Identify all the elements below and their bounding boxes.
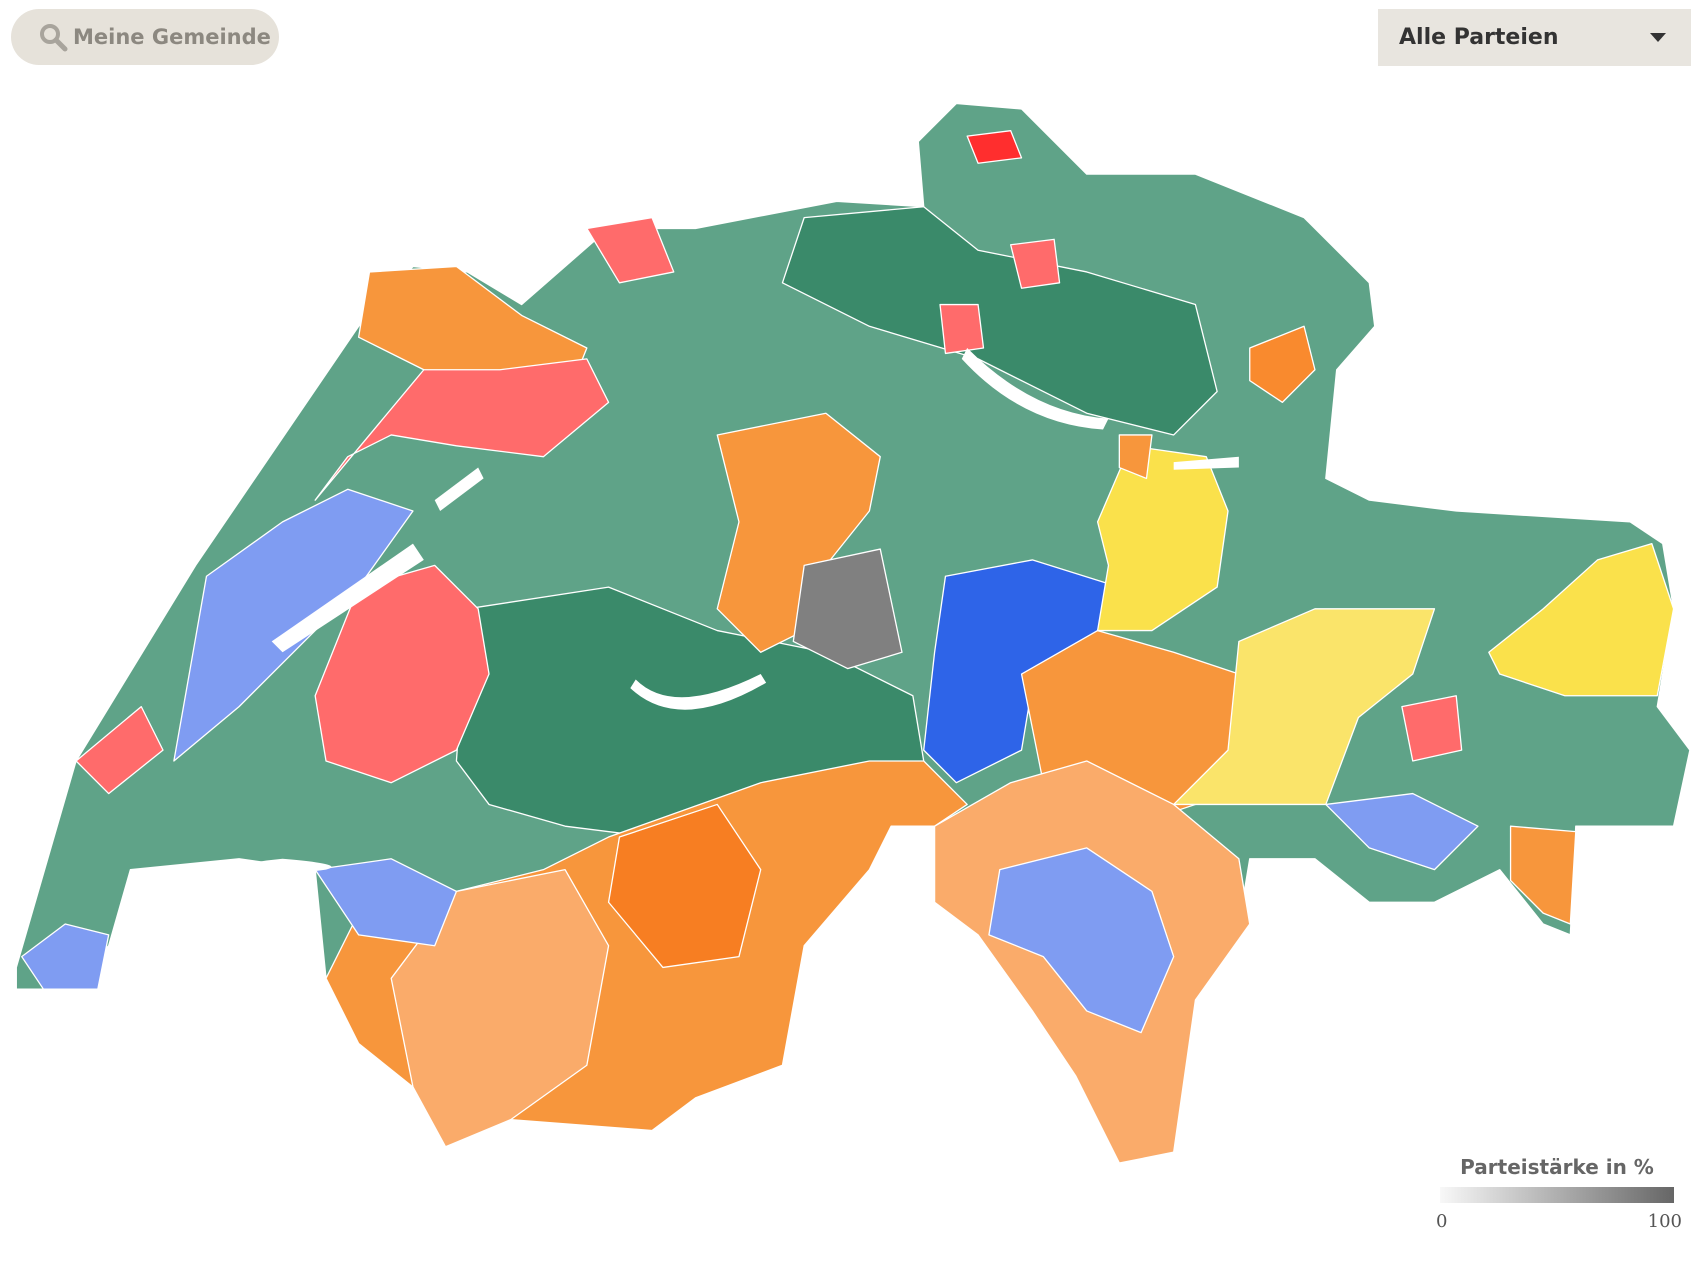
region (781, 206, 1218, 436)
dropdown-arrow (1650, 32, 1666, 42)
party-select[interactable]: Alle Parteien (1378, 9, 1691, 66)
search-placeholder: Meine Gemeinde (73, 25, 271, 49)
lake (1173, 456, 1239, 470)
lake (108, 858, 332, 979)
region (988, 847, 1175, 1034)
region (607, 803, 762, 969)
party-select-label: Alle Parteien (1399, 25, 1559, 50)
region (1325, 792, 1479, 871)
search-icon (40, 24, 68, 52)
region (75, 705, 164, 795)
region (1096, 445, 1229, 632)
region (792, 548, 903, 670)
search-box[interactable]: Meine Gemeinde (11, 9, 279, 65)
region (1249, 325, 1316, 404)
region (1118, 434, 1153, 480)
region (1173, 608, 1436, 806)
region (314, 564, 490, 784)
legend-gradient (1440, 1187, 1674, 1203)
legend-min: 0 (1436, 1211, 1448, 1232)
lake (271, 543, 424, 653)
region (939, 303, 985, 355)
region (314, 358, 610, 501)
region (1509, 825, 1577, 925)
legend-title: Parteistärke in % (1460, 1155, 1654, 1179)
lake (961, 348, 1109, 430)
legend: Parteistärke in % 0 100 (1432, 1155, 1682, 1232)
region (1401, 695, 1463, 762)
lake (630, 674, 767, 710)
region (966, 130, 1023, 164)
lake (434, 467, 484, 512)
legend-max: 100 (1647, 1211, 1682, 1232)
region (1488, 542, 1675, 697)
region (314, 858, 458, 947)
region (390, 868, 610, 1148)
region (21, 923, 110, 990)
region (1010, 238, 1061, 289)
region (923, 559, 1120, 784)
region (586, 216, 675, 284)
